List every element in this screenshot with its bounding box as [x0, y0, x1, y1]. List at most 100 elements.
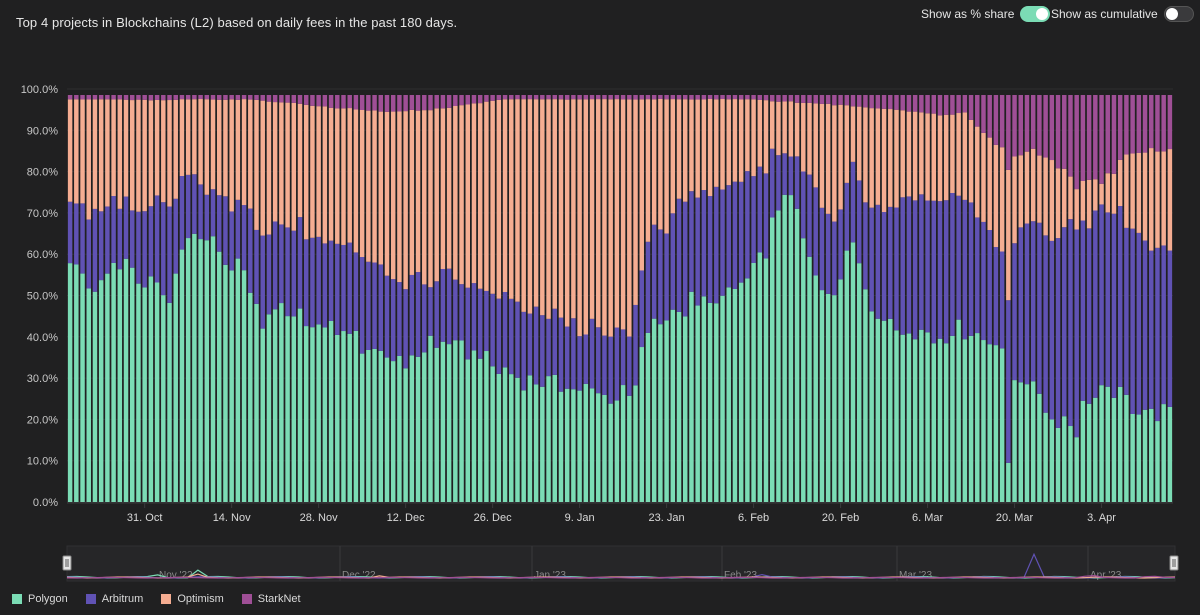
bar-segment-polygon	[105, 273, 110, 502]
bar-segment-optimism	[533, 99, 539, 307]
navigator-handle-right[interactable]	[1169, 555, 1179, 571]
bar-segment-optimism	[695, 99, 700, 198]
bar-segment-arbitrum	[602, 335, 607, 395]
bar-segment-optimism	[1024, 151, 1030, 224]
bar-segment-optimism	[819, 103, 825, 208]
bar-segment-starknet	[484, 95, 489, 102]
y-tick-label: 60.0%	[27, 249, 58, 261]
bar-segment-arbitrum	[745, 171, 750, 279]
bar-segment-optimism	[397, 111, 402, 283]
bar-segment-starknet	[459, 95, 464, 106]
bar-segment-optimism	[341, 108, 346, 245]
bar-segment-optimism	[627, 99, 632, 337]
bar-segment-starknet	[1024, 95, 1030, 152]
legend-swatch-optimism	[161, 594, 172, 604]
bar-segment-optimism	[558, 99, 564, 318]
bar-segment-optimism	[745, 99, 750, 172]
bar-segment-optimism	[1055, 168, 1061, 239]
bar-segment-starknet	[167, 95, 172, 101]
bar-segment-optimism	[906, 111, 912, 197]
bar-segment-starknet	[92, 95, 98, 100]
bar-segment-polygon	[241, 270, 247, 502]
bar-segment-polygon	[937, 338, 943, 502]
bar-segment-polygon	[440, 341, 446, 502]
bar-segment-polygon	[390, 361, 396, 502]
bar-segment-polygon	[956, 319, 961, 502]
bar-segment-polygon	[683, 316, 688, 502]
bar-segment-starknet	[925, 95, 930, 114]
bar-segment-arbitrum	[254, 229, 259, 304]
bar-segment-optimism	[931, 113, 937, 201]
bar-segment-polygon	[875, 318, 881, 502]
bar-segment-optimism	[1018, 155, 1023, 228]
bar-segment-polygon	[707, 302, 713, 502]
legend-swatch-arbitrum	[85, 594, 96, 604]
bar-segment-arbitrum	[403, 289, 408, 369]
bar-segment-starknet	[428, 95, 433, 111]
bar-segment-arbitrum	[322, 243, 328, 328]
bar-segment-starknet	[1105, 95, 1110, 174]
bar-segment-optimism	[173, 99, 178, 199]
bar-segment-starknet	[950, 95, 955, 115]
bar-segment-polygon	[900, 334, 905, 502]
legend-item-starknet[interactable]: StarkNet	[241, 593, 301, 605]
bar-segment-starknet	[751, 95, 756, 100]
bar-segment-arbitrum	[1093, 210, 1098, 398]
bar-segment-polygon	[372, 348, 377, 502]
bar-segment-arbitrum	[161, 202, 166, 296]
bar-segment-optimism	[707, 99, 713, 197]
bar-segment-polygon	[359, 353, 365, 502]
bar-segment-arbitrum	[303, 239, 309, 327]
bar-segment-optimism	[366, 110, 371, 262]
bar-segment-arbitrum	[279, 224, 284, 304]
bar-segment-optimism	[670, 99, 676, 214]
share-toggle[interactable]	[1020, 6, 1051, 22]
bar-segment-arbitrum	[633, 304, 638, 386]
bar-segment-starknet	[919, 95, 924, 113]
bar-segment-arbitrum	[577, 336, 582, 391]
bar-segment-arbitrum	[999, 251, 1005, 349]
bar-segment-arbitrum	[856, 180, 862, 264]
legend-item-polygon[interactable]: Polygon	[12, 593, 68, 605]
bar-segment-arbitrum	[1068, 219, 1073, 427]
bar-segment-arbitrum	[1142, 240, 1148, 410]
bar-segment-optimism	[683, 99, 688, 202]
bar-segment-polygon	[1155, 421, 1160, 502]
bar-segment-optimism	[832, 105, 837, 222]
bar-segment-optimism	[912, 111, 918, 201]
bar-segment-arbitrum	[105, 206, 110, 274]
bar-segment-optimism	[1074, 189, 1079, 230]
bar-segment-arbitrum	[844, 182, 850, 251]
bar-segment-optimism	[583, 99, 589, 335]
bar-segment-starknet	[1136, 95, 1142, 153]
bar-segment-optimism	[521, 99, 526, 312]
bar-segment-optimism	[981, 132, 986, 222]
legend-label-optimism: Optimism	[177, 593, 224, 605]
bar-segment-polygon	[633, 385, 638, 502]
bar-segment-optimism	[422, 110, 427, 285]
bar-segment-arbitrum	[509, 298, 514, 375]
bar-segment-starknet	[900, 95, 905, 111]
bar-segment-arbitrum	[1155, 247, 1160, 422]
legend-item-arbitrum[interactable]: Arbitrum	[85, 593, 143, 605]
bar-segment-starknet	[1037, 95, 1042, 156]
bar-segment-polygon	[813, 275, 818, 502]
bar-segment-starknet	[105, 95, 110, 100]
bar-segment-starknet	[335, 95, 340, 109]
navigator-label: Feb '23	[724, 570, 757, 581]
bar-segment-arbitrum	[422, 284, 427, 353]
bar-segment-optimism	[738, 99, 744, 182]
bar-segment-arbitrum	[571, 318, 576, 390]
navigator-panel[interactable]	[66, 545, 1176, 582]
cumulative-toggle[interactable]	[1163, 6, 1194, 22]
bar-segment-polygon	[906, 333, 912, 502]
legend-item-optimism[interactable]: Optimism	[161, 593, 224, 605]
bar-segment-starknet	[888, 95, 893, 110]
navigator-handle-left[interactable]	[62, 555, 72, 571]
bar-segment-optimism	[807, 102, 812, 175]
bar-segment-starknet	[533, 95, 539, 100]
bar-segment-arbitrum	[291, 230, 297, 317]
bar-segment-optimism	[260, 100, 265, 236]
bar-segment-polygon	[614, 400, 620, 502]
bar-segment-starknet	[254, 95, 259, 100]
